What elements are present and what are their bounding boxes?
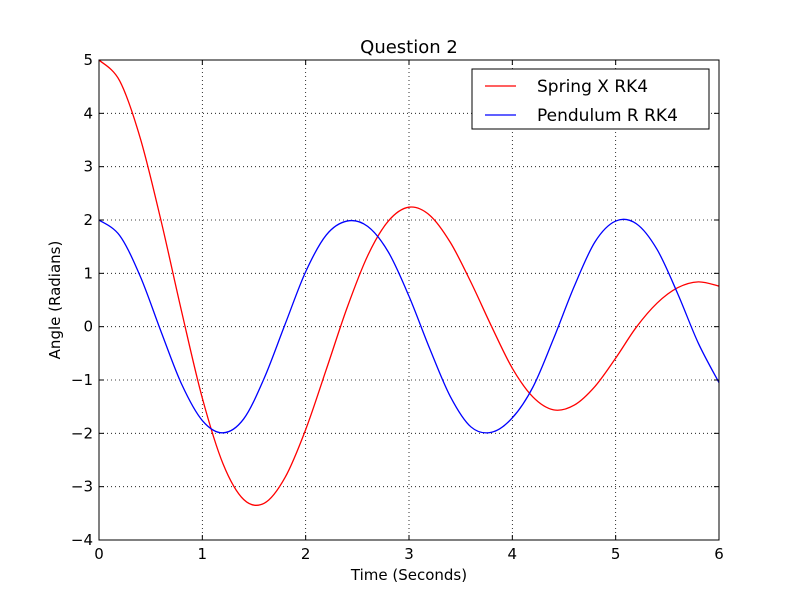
legend-label-pendulum-r-rk4: Pendulum R RK4	[537, 106, 678, 126]
series-line-pendulum-r-rk4	[98, 218, 720, 434]
y-tick-label: 2	[83, 211, 93, 229]
legend-box	[471, 68, 710, 130]
y-tick-label: 4	[83, 104, 93, 122]
tick-marks	[98, 59, 720, 541]
x-tick-labels: 0 1 2 3 4 5 6	[94, 545, 724, 563]
y-tick-label: −3	[71, 478, 93, 496]
y-tick-label: 5	[83, 51, 93, 69]
y-tick-label: −2	[71, 424, 93, 442]
legend: Spring X RK4 Pendulum R RK4	[471, 68, 710, 130]
series-layer	[98, 59, 720, 507]
x-tick-label: 1	[198, 545, 208, 563]
x-tick-label: 6	[714, 545, 724, 563]
chart-title: Question 2	[360, 37, 458, 58]
x-tick-label: 3	[404, 545, 414, 563]
y-axis-label: Angle (Radians)	[46, 241, 64, 360]
y-tick-label: 0	[83, 318, 93, 336]
y-tick-labels: −4 −3 −2 −1 0 1 2 3 4 5	[71, 51, 93, 549]
x-tick-label: 5	[611, 545, 621, 563]
legend-label-spring-x-rk4: Spring X RK4	[537, 77, 648, 97]
x-tick-label: 4	[508, 545, 518, 563]
y-tick-label: 1	[83, 264, 93, 282]
x-tick-label: 0	[94, 545, 104, 563]
x-axis-label: Time (Seconds)	[350, 566, 467, 584]
y-tick-label: 3	[83, 158, 93, 176]
series-line-spring-x-rk4	[98, 59, 720, 507]
y-tick-label: −1	[71, 371, 93, 389]
x-tick-label: 2	[301, 545, 311, 563]
y-tick-label: −4	[71, 531, 93, 549]
